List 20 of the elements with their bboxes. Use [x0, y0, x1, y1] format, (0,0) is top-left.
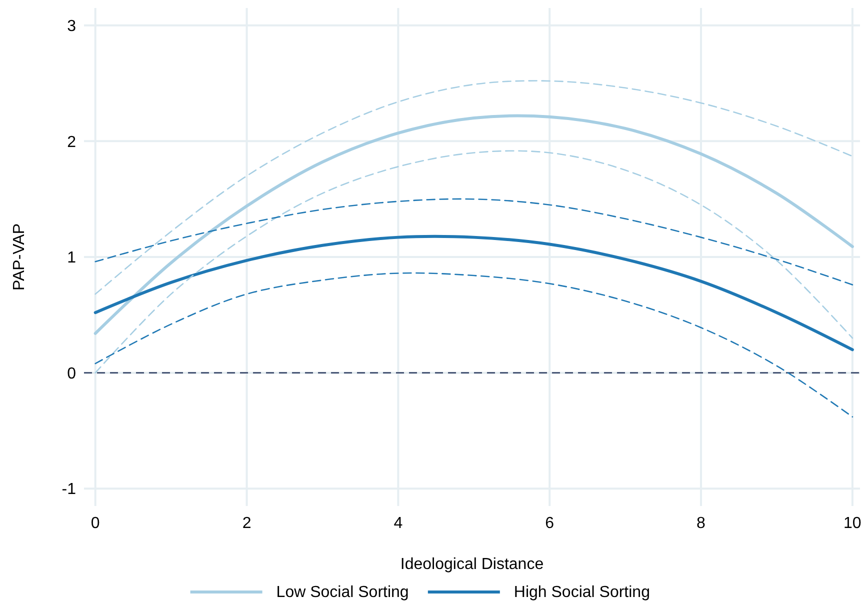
- x-tick-label: 6: [545, 515, 554, 532]
- line-series: [94, 80, 854, 295]
- line-series: [94, 198, 854, 286]
- x-axis-title: Ideological Distance: [400, 556, 544, 573]
- y-axis-title: PAP-VAP: [11, 224, 28, 290]
- legend-label: Low Social Sorting: [276, 584, 409, 601]
- x-tick-label: 2: [242, 515, 252, 532]
- x-tick-label: 10: [844, 515, 862, 532]
- line-series: [94, 272, 854, 418]
- x-tick-label: 8: [696, 515, 706, 532]
- y-tick-label: 0: [67, 365, 76, 382]
- y-tick-label: 2: [67, 134, 76, 151]
- line-series: [94, 234, 854, 352]
- y-tick-label: 3: [67, 18, 76, 35]
- x-tick-label: 4: [394, 515, 403, 532]
- line-series: [94, 114, 854, 335]
- y-tick-label: 1: [67, 250, 76, 267]
- legend-label: High Social Sorting: [514, 584, 650, 601]
- y-tick-label: -1: [62, 481, 76, 498]
- x-tick-label: 0: [90, 515, 100, 532]
